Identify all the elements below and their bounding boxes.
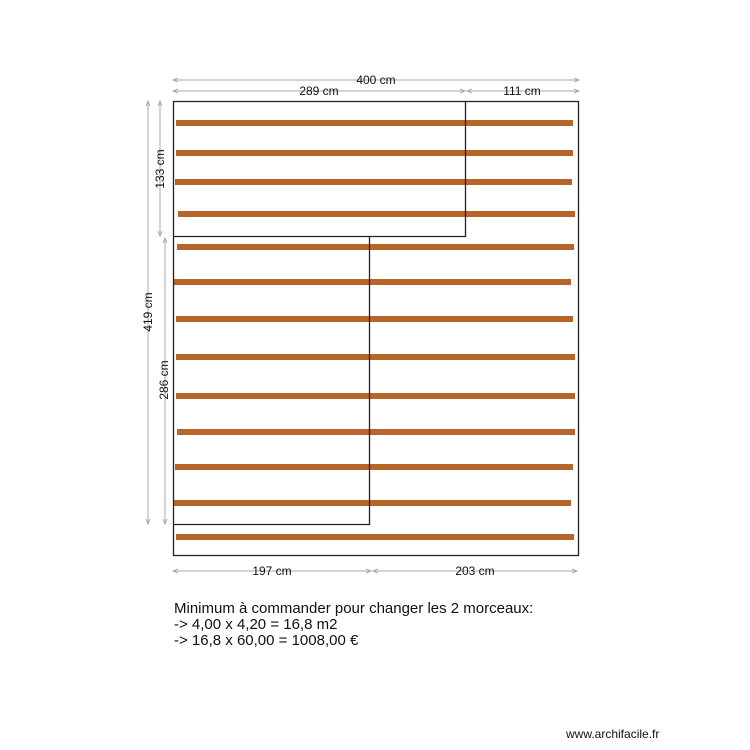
dim-left-lower: 286 cm <box>157 360 171 399</box>
plank <box>176 534 574 540</box>
plank <box>176 316 573 322</box>
dim-top-left: 289 cm <box>299 84 338 98</box>
outer-room-outline <box>172 100 580 557</box>
lower-piece-outline <box>173 236 371 526</box>
planks <box>173 120 575 540</box>
plank <box>176 354 575 360</box>
plank <box>176 393 575 399</box>
order-note: Minimum à commander pour changer les 2 m… <box>174 601 533 649</box>
dim-bottom-left: 197 cm <box>252 564 291 578</box>
watermark: www.archifacile.fr <box>566 727 660 741</box>
note-line-1: Minimum à commander pour changer les 2 m… <box>174 600 534 617</box>
plank <box>178 211 575 217</box>
dim-left-total: 419 cm <box>141 292 155 331</box>
dim-top-right: 111 cm <box>503 84 541 98</box>
plank <box>176 150 573 156</box>
plank <box>176 120 573 126</box>
dim-left-upper: 133 cm <box>153 149 167 188</box>
plank <box>175 464 573 470</box>
plank <box>174 279 571 285</box>
dim-top-total: 400 cm <box>356 73 395 87</box>
plank <box>175 179 572 185</box>
plank <box>177 244 574 250</box>
plank <box>177 429 575 435</box>
dim-bottom-right: 203 cm <box>455 564 494 578</box>
upper-piece-outline <box>173 101 467 238</box>
note-line-2: -> 4,00 x 4,20 = 16,8 m2 <box>174 616 338 633</box>
plank <box>173 500 571 506</box>
note-line-3: -> 16,8 x 60,00 = 1008,00 € <box>174 632 359 649</box>
